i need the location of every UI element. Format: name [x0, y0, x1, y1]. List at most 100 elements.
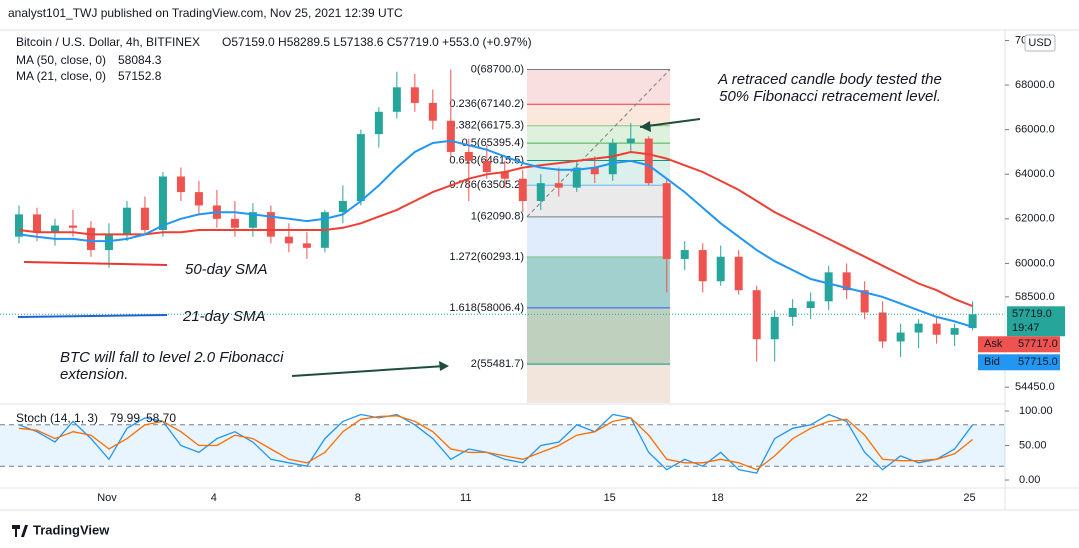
y-tick-label: 0.00 [1019, 474, 1040, 486]
band-fill [0, 424, 1005, 467]
candle-body [140, 207, 149, 230]
candle-body [590, 167, 599, 175]
ma-line [18, 139, 973, 328]
fib-zone [527, 364, 670, 403]
annotation: A retraced candle body tested the [717, 71, 942, 88]
fib-zone [527, 104, 670, 126]
candle-body [518, 178, 527, 202]
candle-body [554, 183, 563, 188]
y-tick-label: 58500.0 [1015, 291, 1055, 303]
header: analyst101_TWJ published on TradingView.… [8, 6, 403, 20]
candle-body [302, 243, 311, 248]
candle-body [662, 183, 671, 259]
x-tick-label: 18 [712, 492, 724, 504]
candle-body [392, 87, 401, 112]
stoch-line [18, 415, 974, 471]
candle-body [860, 290, 869, 313]
candle-body [536, 183, 545, 202]
candle-body [86, 227, 95, 251]
price-tag-label: 57717.0 [1018, 338, 1058, 350]
candle-body [284, 236, 293, 244]
candle-body [950, 328, 959, 335]
candle-body [842, 272, 851, 291]
fib-label: 2(55481.7) [471, 358, 524, 370]
candle-body [194, 192, 203, 206]
annotation: 21-day SMA [182, 308, 266, 325]
candle-body [932, 323, 941, 335]
y-tick-label: 100.00 [1019, 405, 1053, 417]
x-tick-label: 4 [211, 492, 217, 504]
candle-body [914, 323, 923, 333]
candle-body [410, 87, 419, 103]
footer: TradingView [33, 522, 110, 537]
price-tag-name: Ask [984, 338, 1003, 350]
candle-body [374, 111, 383, 135]
last-price-tag [1007, 306, 1065, 337]
arrow [291, 365, 446, 377]
candle-body [158, 176, 167, 230]
countdown: 19:47 [1012, 322, 1040, 334]
x-tick-label: Nov [97, 492, 117, 504]
y-tick-label: 66000.0 [1015, 124, 1055, 136]
y-tick-label: 64000.0 [1015, 168, 1055, 180]
x-tick-label: 22 [855, 492, 867, 504]
candle-body [446, 120, 455, 152]
fib-zone [527, 143, 670, 161]
fib-trend [526, 69, 671, 218]
legend-name: MA (50, close, 0) [16, 53, 106, 67]
sma-marker [23, 261, 168, 266]
last-price-label: 57719.0 [1012, 308, 1052, 320]
fib-label: 0.786(63505.2) [449, 179, 524, 191]
fib-label: 0(68700.0) [471, 63, 524, 75]
y-tick-label: 62000.0 [1015, 213, 1055, 225]
annotation: BTC will fall to level 2.0 Fibonacci [60, 349, 284, 366]
y-tick-label: 54450.0 [1015, 381, 1055, 393]
fib-label: 1.272(60293.1) [449, 251, 524, 263]
ma-line [18, 150, 973, 308]
fib-zone [527, 69, 670, 105]
candle-body [428, 102, 437, 121]
price-tag [978, 336, 1060, 353]
sma-marker [17, 314, 168, 318]
candle-body [68, 225, 77, 228]
candle-body [32, 214, 41, 233]
logo [12, 525, 28, 537]
ohlc: O57159.0 H58289.5 L57138.6 C57719.0 +553… [222, 35, 532, 49]
candle-body [356, 134, 365, 202]
stoch-title: Stoch (14, 1, 3) [16, 411, 98, 425]
x-tick-label: 15 [604, 492, 616, 504]
annotation: 50-day SMA [185, 261, 268, 278]
y-tick-label: 50.00 [1019, 439, 1047, 451]
price-tag-name: Bid [984, 356, 1000, 368]
legend-value: 79.99 [110, 411, 140, 425]
currency-box [1024, 34, 1056, 52]
x-tick-label: 25 [963, 492, 975, 504]
annotation: extension. [60, 366, 128, 383]
fib-label: 0.5(65395.4) [462, 137, 524, 149]
candle-body [608, 143, 617, 175]
candle-body [176, 176, 185, 193]
candle-body [806, 301, 815, 309]
candle-body [716, 256, 725, 282]
candle-body [338, 201, 347, 213]
price-tag-label: 57715.0 [1018, 356, 1058, 368]
candle-body [896, 332, 905, 342]
candle-body [788, 308, 797, 317]
candle-body [626, 138, 635, 144]
candle-body [248, 212, 257, 228]
candle-body [104, 234, 113, 251]
title: Bitcoin / U.S. Dollar, 4h, BITFINEX [16, 35, 200, 49]
fib-label: 1(62090.8) [471, 211, 524, 223]
legend-value: 57152.8 [118, 69, 162, 83]
candle-body [266, 212, 275, 237]
y-tick-label: 60000.0 [1015, 257, 1055, 269]
arrow-head [439, 361, 449, 371]
candle-body [482, 160, 491, 173]
candle-body [824, 272, 833, 302]
candle-body [770, 316, 779, 340]
stoch-line [18, 413, 974, 474]
fib-zone [527, 216, 670, 257]
candle-body [734, 256, 743, 291]
arrow-head [640, 121, 651, 132]
